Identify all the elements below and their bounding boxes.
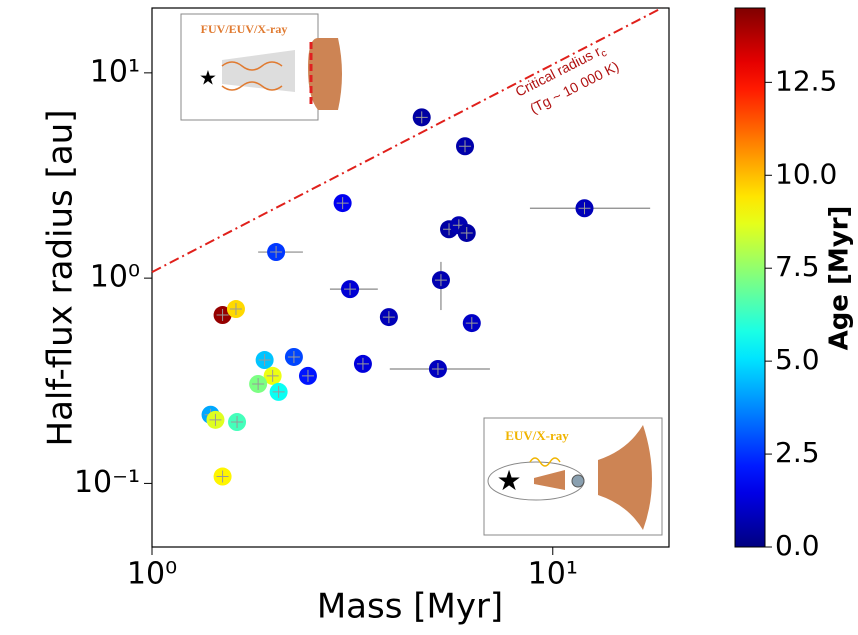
- y-axis-label: Half-flux radius [au]: [41, 110, 81, 447]
- inset-frame: [180, 13, 319, 121]
- annotation: Critical radius rc (Tg ~ 10 000 K): [512, 43, 621, 117]
- annotation-subscript: c: [599, 48, 608, 60]
- point-cross: [252, 377, 265, 390]
- point-cross: [415, 111, 428, 124]
- point-cross: [460, 226, 473, 239]
- colorbar-tick-label: 7.5: [775, 250, 820, 283]
- point-cross: [272, 385, 285, 398]
- colorbar-tick-label: 0.0: [775, 529, 820, 562]
- point-cross: [231, 416, 244, 429]
- inset-bottom: ★ EUV/X-ray: [483, 417, 663, 536]
- inset-planet: [571, 474, 585, 488]
- point-cross: [301, 369, 314, 382]
- point-cross: [465, 317, 478, 330]
- colorbar-tick-label: 5.0: [775, 343, 820, 376]
- colorbar: [734, 7, 766, 548]
- star: ★: [496, 464, 521, 497]
- y-tick-label: 10⁰: [90, 260, 140, 295]
- inset-waves: [529, 457, 561, 467]
- point-cross: [382, 311, 395, 324]
- y-tick-label: 10¹: [90, 54, 140, 89]
- colorbar-tick-label: 12.5: [775, 64, 837, 97]
- inset-beam: [222, 50, 295, 92]
- point-cross: [356, 357, 369, 370]
- inset-disk-small: [534, 470, 565, 490]
- inset-waves: [221, 61, 283, 91]
- inset-disk: [598, 425, 652, 530]
- point-cross: [229, 303, 242, 316]
- point-cross: [258, 354, 271, 367]
- inset-top: ★ FUV/EUV/X-ray: [180, 13, 342, 121]
- point-cross: [216, 470, 229, 483]
- y-tick-label: 10⁻¹: [74, 465, 140, 500]
- star: ★: [199, 66, 217, 90]
- point-cross: [344, 283, 357, 296]
- inset-label: FUV/EUV/X-ray: [201, 22, 288, 36]
- point-cross: [336, 197, 349, 210]
- point-cross: [209, 413, 222, 426]
- point-cross: [459, 140, 472, 153]
- x-tick-label: 10¹: [528, 557, 578, 592]
- colorbar-tick-label: 2.5: [775, 436, 820, 469]
- inset-disk: [308, 38, 342, 110]
- point-cross: [270, 246, 283, 259]
- point-cross: [434, 274, 447, 287]
- point-cross: [216, 309, 229, 322]
- x-tick-label: 10⁰: [127, 557, 177, 592]
- plot-frame: [151, 7, 670, 548]
- point-cross: [431, 362, 444, 375]
- colorbar-tick-label: 10.0: [775, 157, 837, 190]
- point-cross: [266, 369, 279, 382]
- point-cross: [287, 350, 300, 363]
- x-axis-label: Mass [Myr]: [317, 587, 503, 627]
- point-cross: [578, 202, 591, 215]
- inset-label: EUV/X-ray: [505, 428, 569, 443]
- colorbar-label: Age [Myr]: [825, 206, 855, 351]
- critical-line: [151, 7, 663, 273]
